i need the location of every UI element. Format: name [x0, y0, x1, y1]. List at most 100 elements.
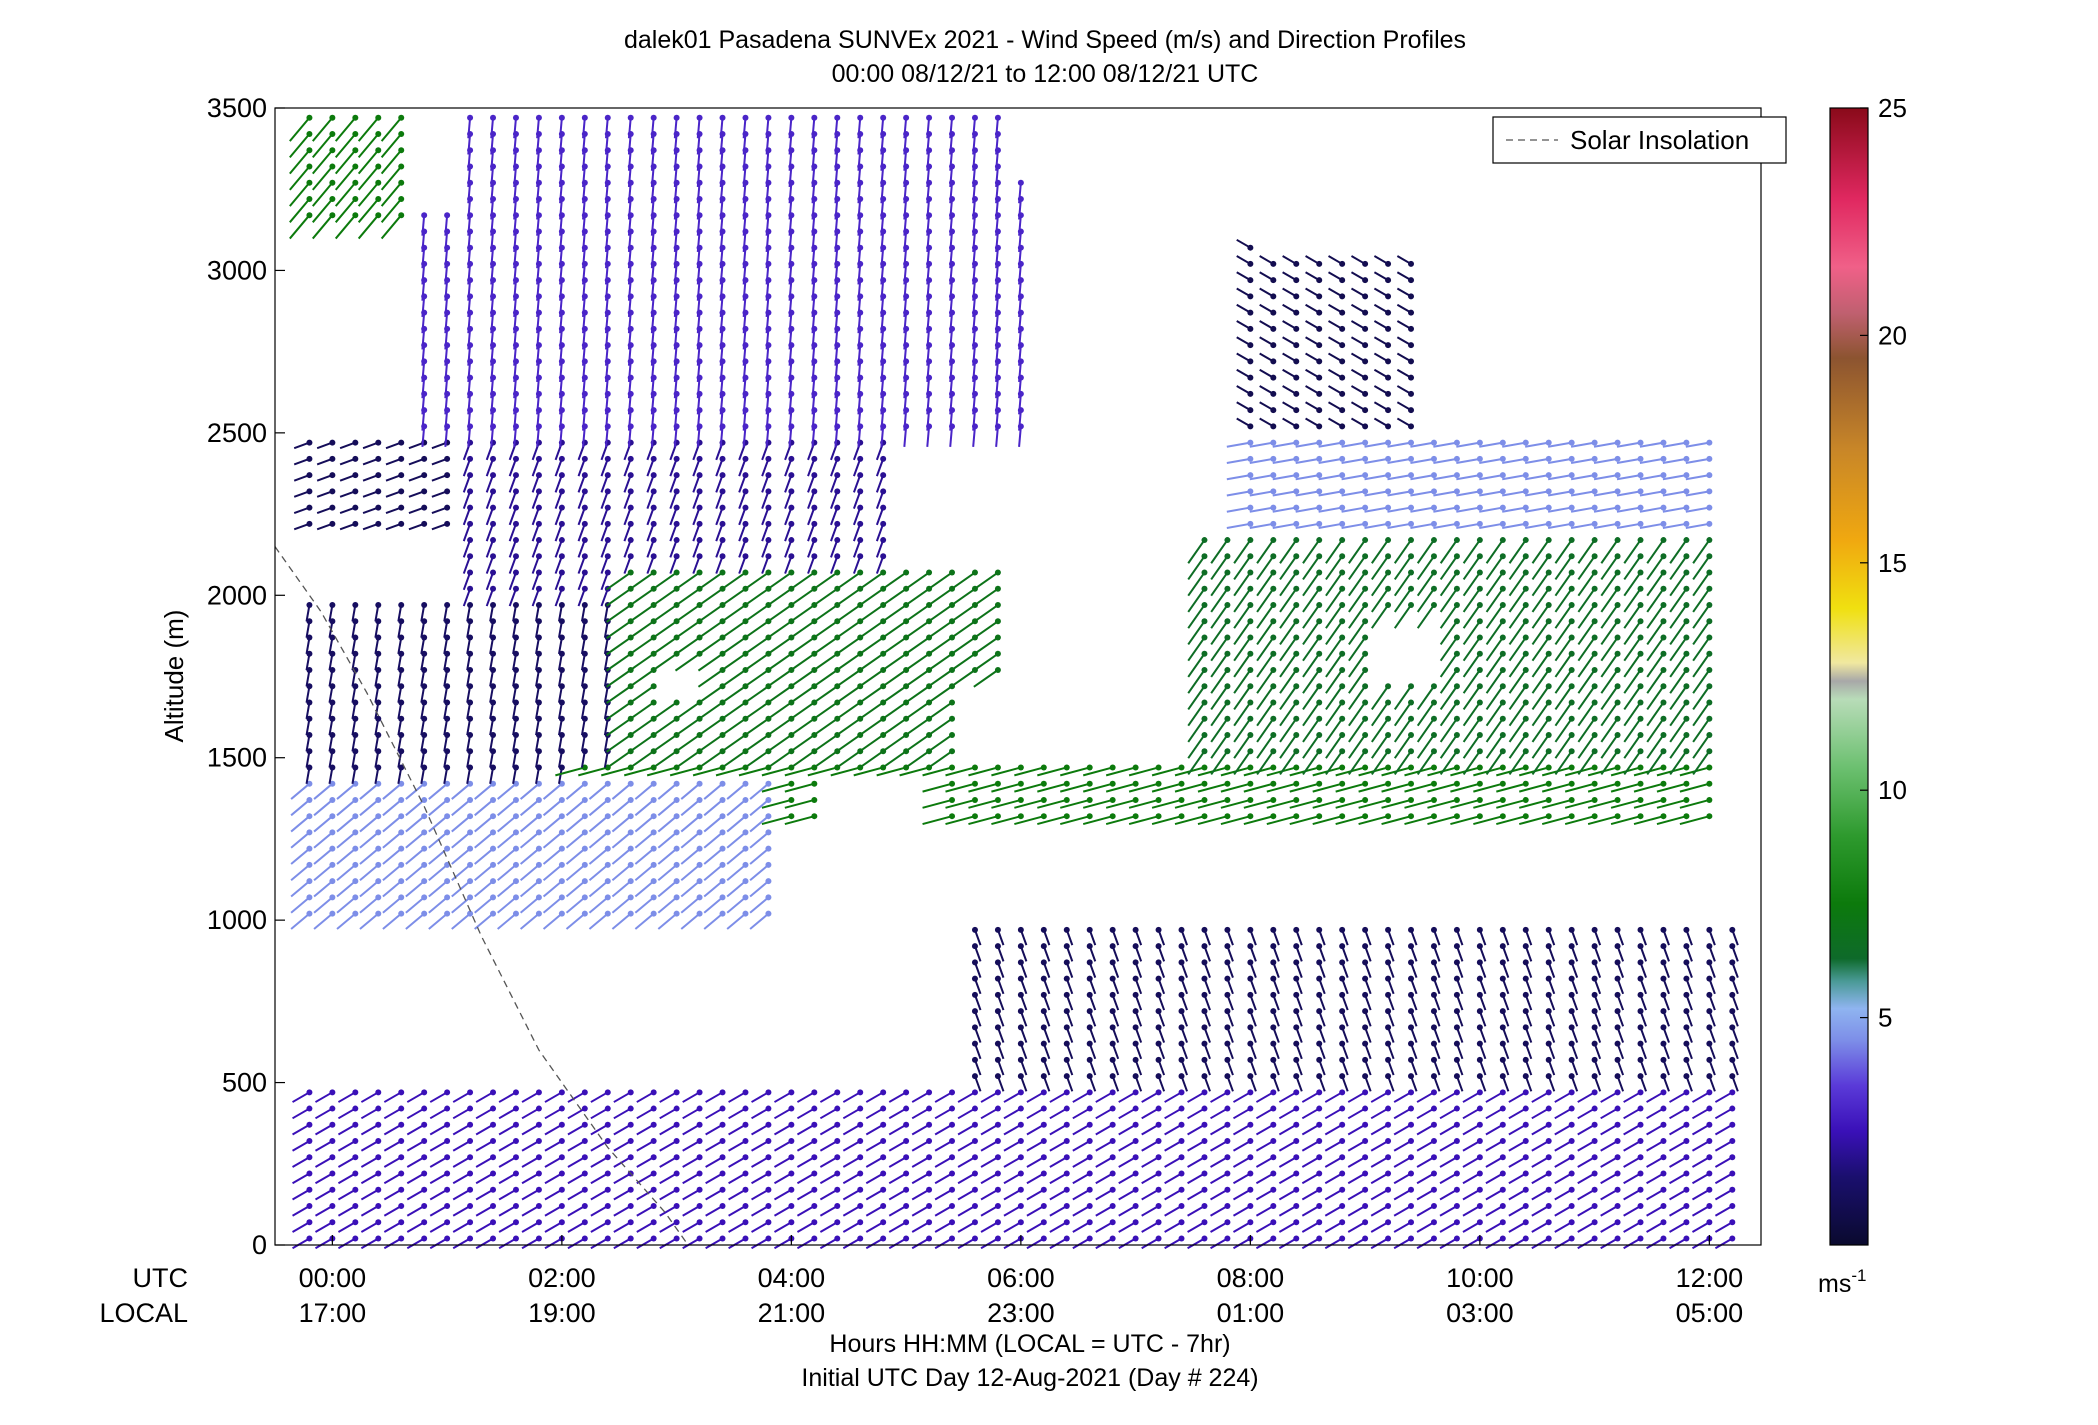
- wind-barb-shaft: [761, 766, 792, 777]
- wind-barb-shaft: [292, 1123, 310, 1136]
- wind-barb-shaft: [559, 328, 563, 350]
- wind-barb-shaft: [565, 831, 586, 849]
- wind-barb-shaft: [1410, 441, 1435, 448]
- wind-barb-shaft: [428, 912, 448, 930]
- wind-barb-shaft: [811, 231, 816, 253]
- wind-barb-point: [581, 796, 588, 803]
- wind-barb-shaft: [773, 1123, 792, 1136]
- wind-barb-point: [1132, 943, 1139, 950]
- wind-barb-point: [1339, 1138, 1346, 1145]
- wind-barb-shaft: [751, 1091, 769, 1103]
- wind-barb-shaft: [749, 847, 770, 865]
- wind-barb-shaft: [467, 280, 472, 301]
- wind-barb-shaft: [973, 636, 999, 656]
- wind-barb-shaft: [773, 1091, 792, 1103]
- wind-barb-shaft: [830, 458, 839, 477]
- wind-barb-point: [581, 1089, 588, 1096]
- wind-barb-point: [1339, 325, 1346, 332]
- wind-barb-shaft: [536, 345, 540, 366]
- wind-barb-point: [1408, 1073, 1415, 1080]
- wind-barb-point: [1270, 1105, 1277, 1112]
- wind-barb-point: [1362, 1056, 1369, 1063]
- wind-barb-shaft: [743, 669, 769, 688]
- wind-barb-point: [1270, 683, 1277, 690]
- wind-barb-shaft: [857, 263, 862, 285]
- wind-barb-point: [1362, 309, 1369, 316]
- wind-barb-point: [1316, 342, 1323, 349]
- wind-barb-point: [1316, 975, 1323, 982]
- wind-barb-point: [1430, 1235, 1437, 1242]
- wind-barb-shaft: [880, 231, 885, 253]
- wind-barb-point: [650, 813, 657, 820]
- wind-barb-point: [1430, 959, 1437, 966]
- wind-barb-point: [329, 212, 336, 219]
- wind-barb-shaft: [544, 1156, 563, 1168]
- wind-barb-point: [880, 1170, 887, 1177]
- wind-barb-point: [581, 861, 588, 868]
- wind-barb-shaft: [588, 880, 609, 898]
- wind-barb-point: [1430, 488, 1437, 495]
- wind-barb-shaft: [588, 912, 609, 930]
- wind-barb-point: [1247, 975, 1254, 982]
- wind-barb-point: [375, 813, 382, 820]
- wind-barb-shaft: [692, 474, 701, 493]
- wind-barb-point: [1408, 374, 1415, 381]
- wind-barb-shaft: [835, 636, 861, 656]
- wind-barb-shaft: [742, 296, 747, 318]
- wind-barb-point: [1408, 1186, 1415, 1193]
- wind-barb-shaft: [588, 831, 609, 849]
- wind-barb-point: [1316, 585, 1323, 592]
- wind-barb-point: [535, 715, 542, 722]
- wind-barb-shaft: [1341, 441, 1366, 448]
- wind-barb-shaft: [646, 458, 655, 477]
- wind-barb-point: [1040, 1203, 1047, 1210]
- wind-barb-shaft: [719, 312, 724, 334]
- wind-barb-point: [398, 618, 405, 625]
- wind-barb-shaft: [421, 263, 426, 285]
- wind-barb-point: [903, 1170, 910, 1177]
- wind-barb-point: [512, 1203, 519, 1210]
- wind-barb-shaft: [467, 263, 472, 285]
- wind-barb-point: [765, 878, 772, 885]
- wind-barb-point: [558, 585, 565, 592]
- wind-barb-point: [306, 488, 313, 495]
- wind-barb-point: [1362, 390, 1369, 397]
- wind-barb-point: [765, 569, 772, 576]
- wind-barb-point: [719, 861, 726, 868]
- wind-barb-shaft: [623, 507, 632, 526]
- wind-barb-shaft: [577, 572, 586, 591]
- wind-barb-shaft: [766, 652, 792, 672]
- wind-barb-point: [1385, 439, 1392, 446]
- wind-barb-point: [375, 1105, 382, 1112]
- wind-barb-shaft: [542, 815, 563, 833]
- wind-barb-point: [490, 1219, 497, 1226]
- wind-barb-point: [1316, 374, 1323, 381]
- wind-barb-point: [949, 1105, 956, 1112]
- wind-barb-point: [306, 504, 313, 511]
- wind-barb-shaft: [651, 717, 678, 737]
- wind-barb-shaft: [835, 587, 861, 607]
- wind-barb-shaft: [382, 831, 402, 849]
- wind-barb-shaft: [852, 458, 862, 477]
- wind-barb-shaft: [765, 215, 770, 236]
- wind-barb-point: [696, 488, 703, 495]
- wind-barb-point: [329, 114, 336, 121]
- wind-barb-point: [673, 1089, 680, 1096]
- wind-barb-point: [1063, 1154, 1070, 1161]
- wind-barb-point: [398, 1105, 405, 1112]
- wind-barb-point: [1224, 1040, 1231, 1047]
- wind-barb-shaft: [567, 1221, 586, 1233]
- wind-barb-shaft: [421, 247, 426, 269]
- wind-barb-point: [719, 878, 726, 885]
- wind-barb-point: [1155, 1040, 1162, 1047]
- wind-barb-shaft: [788, 410, 793, 431]
- wind-barb-shaft: [927, 587, 953, 607]
- wind-barb-point: [1201, 1186, 1208, 1193]
- wind-barb-point: [1453, 926, 1460, 933]
- wind-barb-shaft: [669, 474, 678, 493]
- wind-barb-shaft: [674, 717, 701, 737]
- wind-barb-point: [535, 114, 542, 121]
- wind-barb-point: [1224, 975, 1231, 982]
- wind-barb-point: [604, 813, 611, 820]
- wind-barb-shaft: [289, 182, 311, 207]
